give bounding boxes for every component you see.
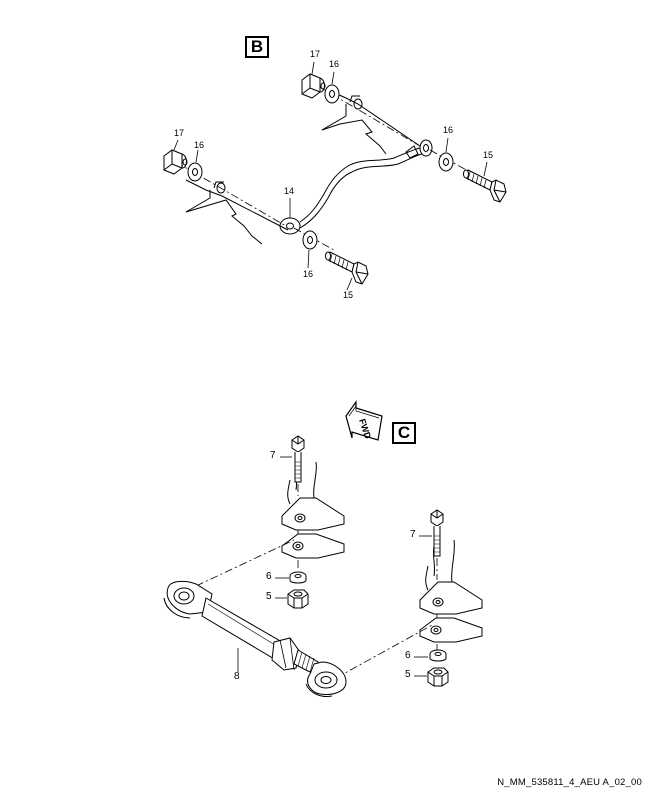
label-nut-17-left: 17 <box>174 128 185 138</box>
bolt-7-left <box>291 435 305 483</box>
label-bolt-7-right: 7 <box>410 529 416 540</box>
label-bolt-15-right: 15 <box>483 150 494 160</box>
bracket-plate-right-lower <box>419 617 483 643</box>
bolt-15-lower <box>325 251 369 285</box>
label-washer-16-right: 16 <box>443 125 454 135</box>
ground-strap <box>279 139 433 235</box>
label-washer-16-upper: 16 <box>329 59 340 69</box>
label-rod-8: 8 <box>234 671 240 682</box>
bracket-plate-right-upper <box>419 581 483 615</box>
label-washer-16-left: 16 <box>194 140 205 150</box>
view-callout-b: B <box>245 36 269 58</box>
washer-16-upper <box>324 84 340 104</box>
centerlines-b <box>175 85 471 251</box>
label-washer-16-lower: 16 <box>303 269 314 279</box>
label-washer-6-right: 6 <box>405 650 411 661</box>
drawing-reference-code: N_MM_535811_4_AEU A_02_00 <box>497 777 642 788</box>
label-nut-5-right: 5 <box>405 669 411 680</box>
adjustment-rod <box>163 580 347 697</box>
bracket-plate-left-upper <box>281 497 345 531</box>
bolt-7-right <box>430 509 444 557</box>
leaders-b <box>173 61 488 291</box>
leaders-c <box>237 456 432 677</box>
label-bolt-15-lower: 15 <box>343 290 354 300</box>
label-bolt-7-left: 7 <box>270 450 276 461</box>
nut-17-upper <box>301 73 326 99</box>
fwd-arrow <box>345 400 383 441</box>
washer-16-right <box>438 152 454 172</box>
label-nut-5-left: 5 <box>266 591 272 602</box>
label-strap-14: 14 <box>284 186 295 196</box>
label-washer-6-left: 6 <box>266 571 272 582</box>
label-nut-17-upper: 17 <box>310 49 321 59</box>
washer-6-right <box>429 649 447 662</box>
washer-6-left <box>289 571 307 584</box>
centerlines-c <box>195 484 438 679</box>
washer-16-lower <box>302 230 318 250</box>
bolt-15-right <box>463 169 507 203</box>
bracket-plate-left-lower <box>281 533 345 559</box>
view-callout-c: C <box>392 422 416 444</box>
washer-16-left <box>187 162 203 182</box>
bracket-left-b <box>185 179 289 245</box>
nut-5-right <box>427 667 449 687</box>
nut-5-left <box>287 589 309 609</box>
nut-17-left <box>163 149 188 175</box>
